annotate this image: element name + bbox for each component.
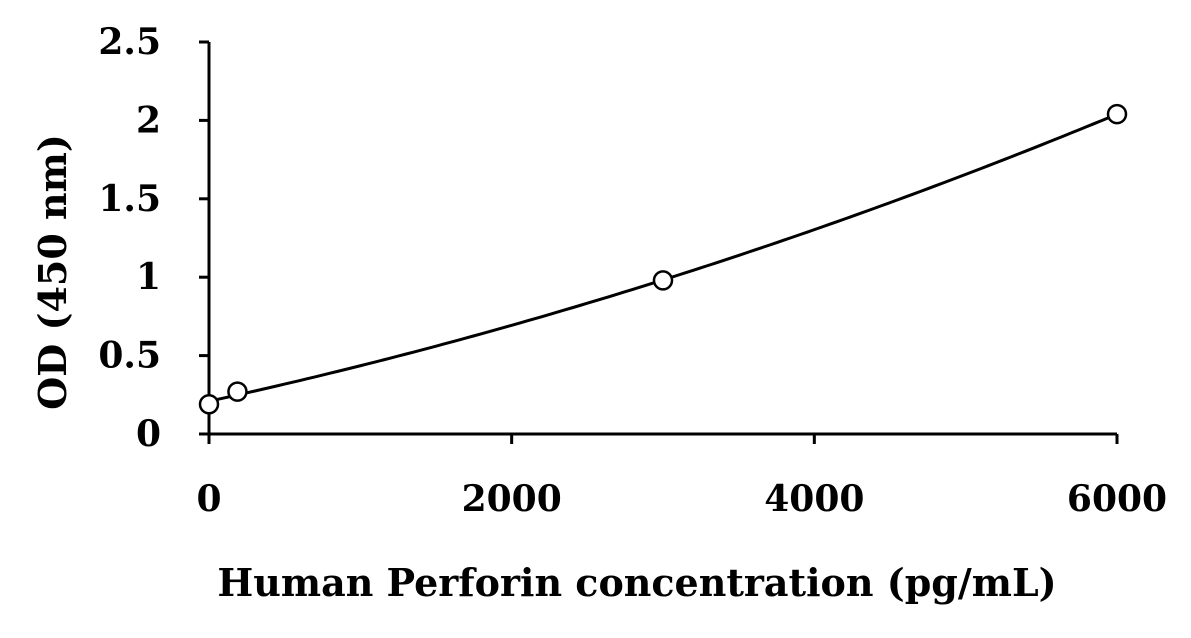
x-tick-label: 0 xyxy=(196,478,221,520)
data-point xyxy=(1106,103,1128,125)
y-tick-label: 1 xyxy=(136,256,161,298)
y-tick-label: 0 xyxy=(136,413,161,455)
fit-curve xyxy=(208,112,1118,403)
x-axis-title: Human Perforin concentration (pg/mL) xyxy=(217,560,1056,605)
data-point xyxy=(227,381,248,402)
x-tick-label: 2000 xyxy=(462,478,562,520)
y-tick-label: 2 xyxy=(136,99,161,141)
y-ticks: 0 0.5 1 1.5 2 2.5 xyxy=(98,21,209,455)
y-tick-label: 1.5 xyxy=(98,178,161,220)
y-tick-label: 2.5 xyxy=(98,21,161,63)
x-tick-label: 4000 xyxy=(764,478,864,520)
x-ticks: 0 2000 4000 6000 xyxy=(196,434,1167,520)
y-axis-title: OD (450 nm) xyxy=(30,134,75,410)
data-point xyxy=(198,393,220,415)
data-points xyxy=(198,103,1128,415)
y-tick-label: 0.5 xyxy=(98,335,161,377)
axes xyxy=(207,42,1117,436)
x-tick-label: 6000 xyxy=(1067,478,1167,520)
data-point xyxy=(652,270,674,291)
